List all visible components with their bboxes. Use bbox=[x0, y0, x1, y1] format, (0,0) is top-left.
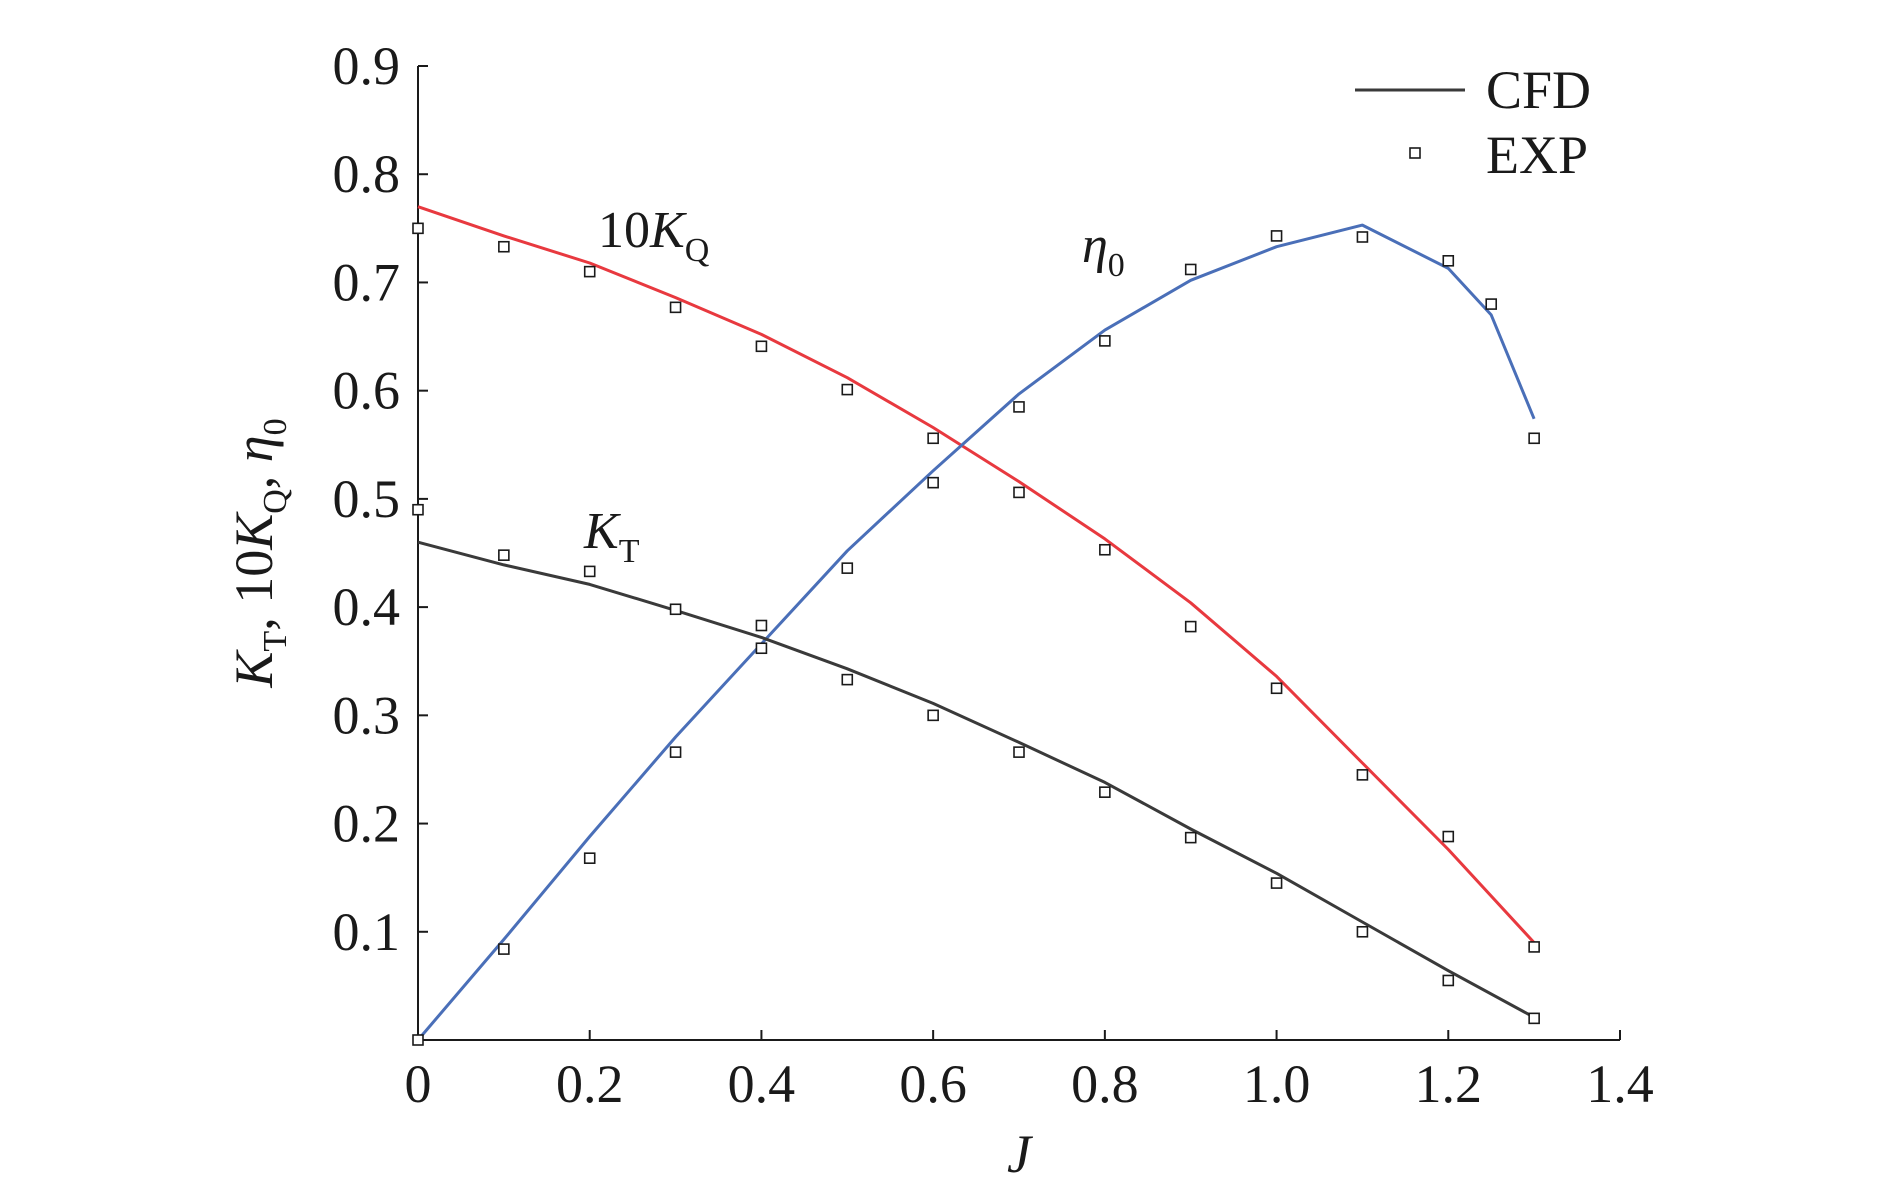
exp-point bbox=[1528, 1012, 1540, 1025]
exp-point bbox=[1013, 401, 1025, 413]
legend-cfd-label: CFD bbox=[1486, 60, 1591, 120]
cfd-line-10KQ bbox=[417, 205, 1536, 944]
exp-point bbox=[412, 222, 424, 235]
exp-point bbox=[1013, 486, 1025, 499]
exp-point bbox=[498, 549, 510, 561]
exp-point bbox=[1099, 786, 1111, 798]
exp-point bbox=[1184, 263, 1197, 276]
exp-point bbox=[1356, 769, 1369, 781]
curve-labels: 10KQ η0 KT bbox=[583, 202, 1125, 570]
curve-label-eta0: η0 bbox=[1082, 217, 1125, 284]
exp-point bbox=[498, 943, 510, 955]
exp-point bbox=[927, 432, 939, 445]
exp-point bbox=[755, 642, 768, 655]
exp-point bbox=[1099, 543, 1111, 556]
x-tick-label: 0.8 bbox=[1071, 1054, 1139, 1114]
exp-point bbox=[1356, 231, 1369, 243]
exp-point bbox=[1356, 925, 1369, 938]
exp-point bbox=[1528, 941, 1540, 953]
y-tick-label: 0.2 bbox=[333, 794, 401, 854]
exp-point bbox=[1485, 298, 1498, 310]
series-KT bbox=[412, 503, 1540, 1025]
y-tick-label: 0.3 bbox=[333, 685, 401, 745]
y-tick-label: 0.6 bbox=[333, 361, 401, 421]
curve-label-KT: KT bbox=[583, 503, 640, 570]
exp-point bbox=[1013, 746, 1025, 758]
x-axis-title: J bbox=[1007, 1124, 1034, 1181]
series-eta0 bbox=[412, 223, 1540, 1046]
series-layer bbox=[412, 205, 1540, 1046]
curve-label-10KQ: 10KQ bbox=[598, 202, 709, 269]
cfd-line-eta0 bbox=[416, 223, 1536, 1041]
exp-point bbox=[841, 383, 854, 396]
y-tick-label: 0.9 bbox=[333, 36, 401, 96]
x-tick-label: 0.6 bbox=[899, 1054, 967, 1114]
exp-point bbox=[927, 476, 939, 489]
series-10KQ bbox=[412, 205, 1540, 953]
exp-point bbox=[412, 503, 424, 516]
exp-point bbox=[1528, 432, 1540, 445]
exp-point bbox=[1442, 974, 1455, 987]
y-tick-label: 0.1 bbox=[333, 902, 401, 962]
exp-point bbox=[583, 565, 596, 578]
y-tick-label: 0.4 bbox=[333, 577, 401, 637]
exp-point bbox=[1442, 830, 1455, 843]
x-tick-label: 1.4 bbox=[1586, 1054, 1654, 1114]
exp-point bbox=[755, 619, 768, 632]
exp-point bbox=[583, 265, 596, 278]
exp-point bbox=[1184, 831, 1197, 844]
exp-point bbox=[755, 340, 768, 353]
x-tick-label: 1.2 bbox=[1415, 1054, 1483, 1114]
exp-point bbox=[841, 562, 854, 574]
exp-point bbox=[669, 603, 682, 616]
legend-exp-marker bbox=[1409, 147, 1421, 159]
exp-point bbox=[1184, 620, 1197, 633]
y-tick-label: 0.5 bbox=[333, 469, 401, 529]
exp-point bbox=[841, 673, 854, 686]
x-tick-label: 0.4 bbox=[728, 1054, 796, 1114]
cfd-line-KT bbox=[417, 540, 1535, 1019]
x-tick-label: 1.0 bbox=[1243, 1054, 1311, 1114]
exp-point bbox=[1270, 230, 1283, 242]
exp-point bbox=[927, 709, 939, 722]
exp-point bbox=[412, 1034, 424, 1046]
y-axis-title: KT, 10KQ, η0 bbox=[224, 418, 294, 688]
x-tick-label: 0.2 bbox=[556, 1054, 624, 1114]
exp-point bbox=[1442, 255, 1455, 267]
exp-point bbox=[669, 301, 682, 314]
exp-point bbox=[583, 852, 596, 864]
legend-exp-label: EXP bbox=[1486, 125, 1588, 185]
exp-point bbox=[669, 746, 682, 758]
x-tick-label: 0 bbox=[405, 1054, 432, 1114]
exp-point bbox=[1270, 877, 1283, 889]
y-tick-label: 0.7 bbox=[333, 252, 401, 312]
y-tick-label: 0.8 bbox=[333, 144, 401, 204]
exp-point bbox=[1270, 682, 1283, 695]
exp-point bbox=[498, 240, 510, 253]
exp-point bbox=[1099, 335, 1111, 347]
axes: 0 0.2 0.4 0.6 0.8 1.0 1.2 1.4 0.1 0.2 0.3 0.4 0.5 0.6… bbox=[224, 36, 1654, 1181]
